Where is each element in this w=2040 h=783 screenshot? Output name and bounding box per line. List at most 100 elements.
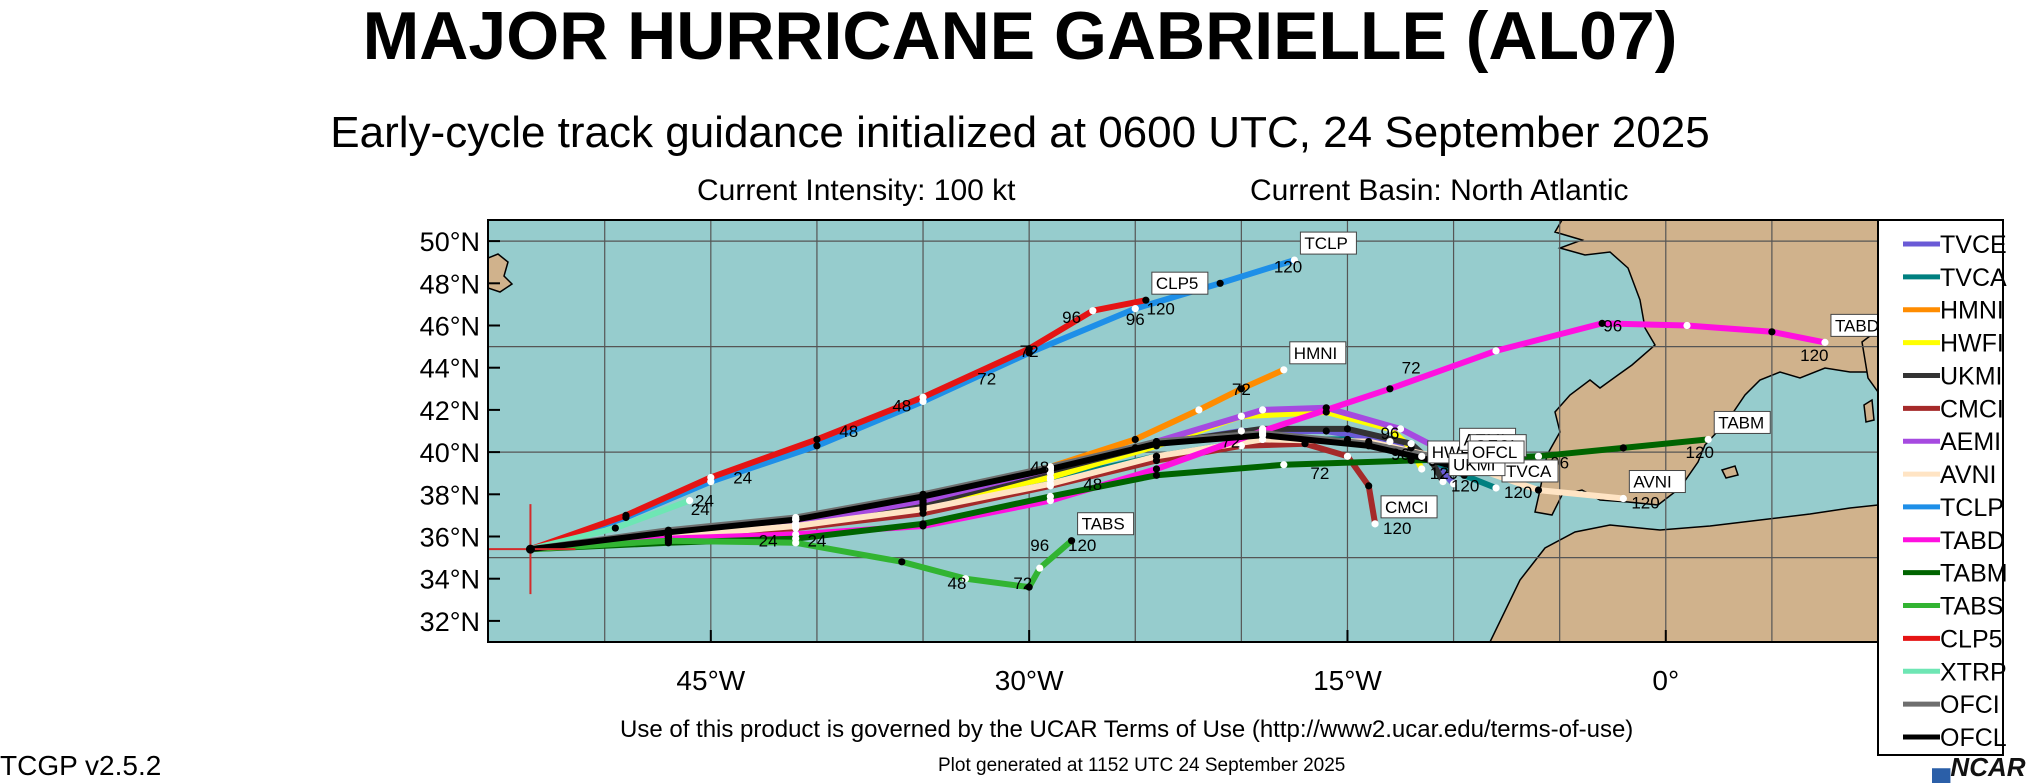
- track-point: [1439, 478, 1447, 486]
- track-end-tag: TCLP: [1304, 234, 1347, 253]
- track-point: [1619, 494, 1627, 503]
- land-masses: [488, 220, 1878, 642]
- track-point: [1418, 452, 1426, 460]
- track-end-tag-box: [1830, 313, 1878, 337]
- track-point: [919, 505, 927, 513]
- legend-label: TVCA: [1940, 264, 2007, 292]
- track-point: [1598, 319, 1606, 327]
- track-point: [1683, 321, 1691, 330]
- track-point: [813, 435, 821, 444]
- forecast-hour-label: 24: [691, 500, 710, 519]
- track-point: [1036, 564, 1044, 572]
- forecast-hour-label: 72: [1013, 574, 1032, 593]
- track-point: [1343, 452, 1352, 460]
- track-point: [1768, 328, 1776, 336]
- track-point: [1152, 440, 1161, 448]
- y-tick-label: 50°N: [420, 227, 480, 257]
- x-tick-label: 45°W: [676, 665, 745, 696]
- legend-label: AVNI: [1940, 461, 1997, 489]
- track-point: [1322, 404, 1330, 412]
- track-ofcl: [527, 432, 1466, 553]
- forecast-hour-label: 72: [1221, 433, 1240, 452]
- track-end-tag: CLP5: [1156, 274, 1199, 293]
- y-tick-label: 36°N: [420, 523, 480, 553]
- track-point: [1046, 473, 1054, 482]
- track-point: [1492, 347, 1500, 355]
- forecast-hour-label: 96: [1391, 445, 1410, 464]
- legend-label: HMNI: [1940, 297, 2004, 325]
- track-end-tag: HMNI: [1294, 344, 1337, 363]
- track-point: [1492, 484, 1500, 492]
- x-tick-label: 30°W: [995, 665, 1064, 696]
- track-end-tag-box: [1299, 231, 1357, 255]
- forecast-hour-label: 96: [1126, 310, 1145, 329]
- track-point: [898, 558, 906, 566]
- legend-label: TABS: [1940, 593, 2003, 621]
- y-tick-label: 42°N: [420, 396, 480, 426]
- track-point: [1237, 412, 1245, 420]
- forecast-hour-label: 120: [1383, 519, 1411, 538]
- forecast-hour-label: 120: [1147, 300, 1175, 319]
- track-end-tag: TVCA: [1506, 462, 1552, 481]
- legend-label: UKMI: [1940, 362, 2003, 390]
- track-point: [1386, 437, 1394, 446]
- legend-label: OFCL: [1940, 724, 2007, 752]
- track-point: [1407, 456, 1415, 465]
- track-point: [813, 442, 821, 450]
- x-tick-label: 15°W: [1313, 665, 1382, 696]
- forecast-hour-label: 48: [1030, 458, 1049, 477]
- chart-subtitle: Early-cycle track guidance initialized a…: [330, 108, 1710, 157]
- track-end-tag-box: [1380, 495, 1438, 519]
- grid-lines: [488, 220, 1878, 642]
- track-end-tag-box: [1289, 341, 1347, 365]
- forecast-hour-label: 96: [1603, 317, 1622, 336]
- track-clp5: [527, 297, 1149, 553]
- track-point: [1237, 427, 1245, 435]
- track-end-tags: TVCA120HMNIHWFI120UKMI120CMCI120AEMIAVNI…: [1077, 231, 1879, 538]
- track-end-tag: TABS: [1082, 515, 1125, 534]
- track-point: [1152, 452, 1161, 460]
- forecast-hour-label: 120: [1686, 443, 1714, 462]
- track-point: [1418, 465, 1426, 473]
- forecast-hour-label: 120: [1800, 346, 1828, 365]
- forecast-hour-label: 24: [759, 532, 778, 551]
- track-point: [1322, 427, 1330, 435]
- track-point: [919, 520, 927, 528]
- forecast-hour-label: 120: [1451, 477, 1479, 496]
- forecast-hour-label: 96: [1380, 424, 1399, 443]
- y-tick-label: 34°N: [420, 565, 480, 595]
- track-point: [1258, 406, 1267, 414]
- track-point: [1534, 486, 1543, 494]
- track-point: [1704, 435, 1712, 444]
- track-point: [1280, 366, 1288, 374]
- track-point: [1067, 537, 1076, 545]
- track-point: [1131, 444, 1139, 452]
- track-point: [1396, 425, 1405, 433]
- track-point: [1216, 279, 1224, 287]
- y-tick-label: 48°N: [420, 269, 480, 299]
- track-point: [1407, 440, 1415, 448]
- legend: TVCE TVCA HMNI HWFI UKMI CMCI AEMI AVNI TCLP TABD…: [1877, 219, 2008, 756]
- forecast-hour-label: 48: [948, 574, 967, 593]
- chart-title: MAJOR HURRICANE GABRIELLE (AL07): [362, 0, 1678, 74]
- track-end-tag: TABD: [1835, 316, 1879, 335]
- forecast-hour-label: 72: [1310, 464, 1329, 483]
- forecast-hour-label: 48: [892, 397, 911, 416]
- track-point: [1821, 338, 1829, 346]
- forecast-hour-label: 48: [1083, 475, 1102, 494]
- track-point: [664, 537, 672, 545]
- track-point: [792, 516, 800, 524]
- forecast-hour-label: 72: [1402, 359, 1421, 378]
- track-point: [1365, 442, 1373, 450]
- track-point: [1371, 520, 1379, 528]
- forecast-hour-label: 120: [1068, 536, 1096, 555]
- forecast-hour-label: 24: [733, 468, 752, 487]
- legend-label: TCLP: [1940, 494, 2004, 522]
- current-intensity-label: Current Intensity: 100 kt: [697, 174, 1016, 207]
- track-point: [1386, 385, 1394, 393]
- forecast-hour-label: 120: [1631, 494, 1659, 513]
- forecast-hour-label: 72: [1020, 342, 1039, 361]
- y-tick-label: 32°N: [420, 607, 480, 637]
- track-end-tag-box: [1467, 440, 1525, 464]
